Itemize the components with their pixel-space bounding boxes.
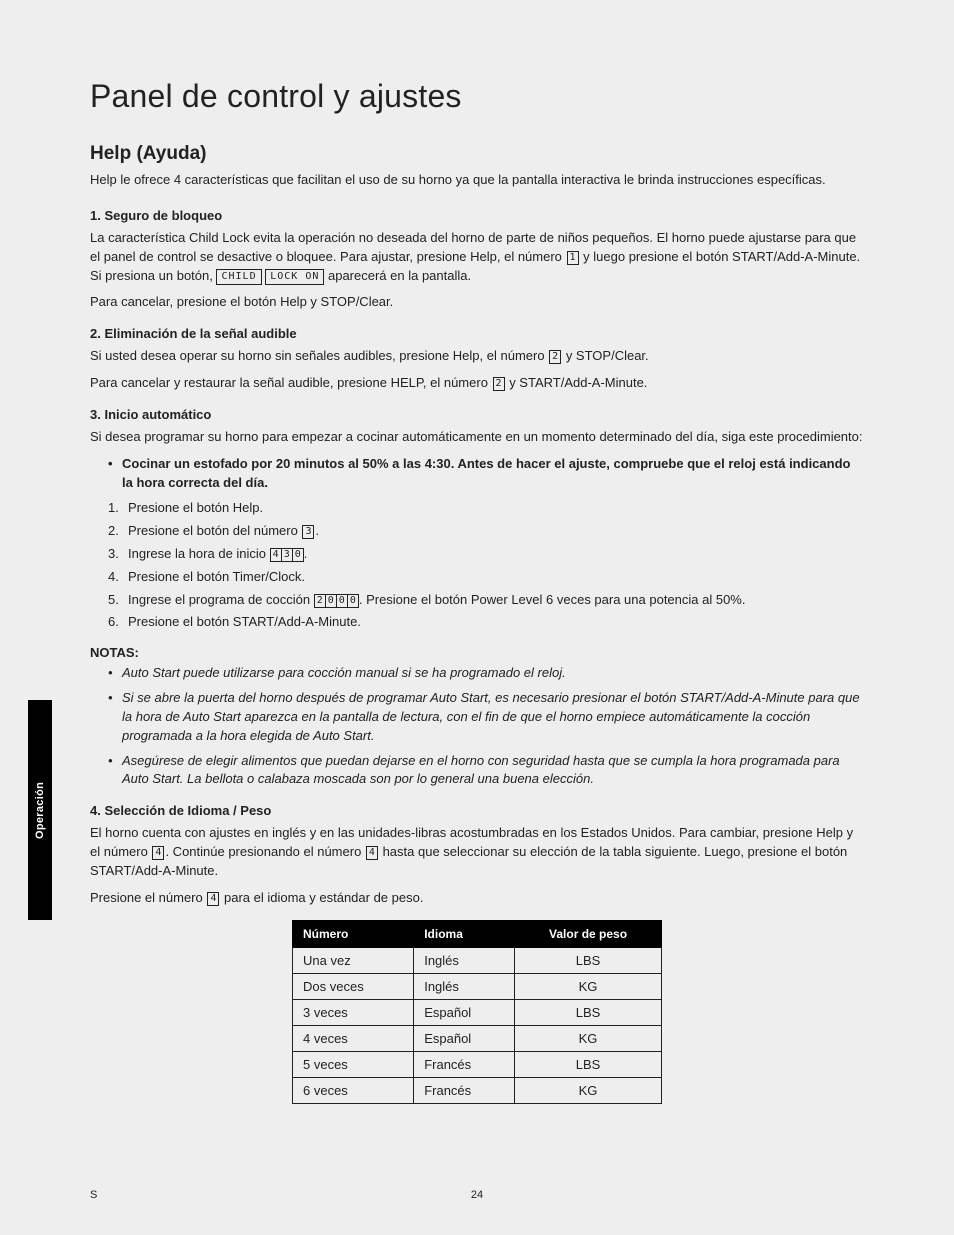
table-cell: Francés <box>414 1077 515 1103</box>
sec3-title: 3. Inicio automático <box>90 407 864 422</box>
note-2: Si se abre la puerta del horno después d… <box>108 689 864 746</box>
table-row: 3 vecesEspañolLBS <box>293 999 662 1025</box>
key-0c: 0 <box>336 594 347 608</box>
table-cell: LBS <box>515 947 662 973</box>
table-cell: Español <box>414 1025 515 1051</box>
step-2-text: Presione el botón del número <box>128 523 301 538</box>
table-cell: LBS <box>515 1051 662 1077</box>
sec4-p1: El horno cuenta con ajustes en inglés y … <box>90 824 864 881</box>
table-cell: 4 veces <box>293 1025 414 1051</box>
th-numero: Número <box>293 920 414 947</box>
key-4: 4 <box>270 548 281 562</box>
key-4d: 4 <box>207 892 219 906</box>
table-cell: Español <box>414 999 515 1025</box>
page-footer: S 24 <box>90 1189 864 1201</box>
sec2-p2a: Para cancelar y restaurar la señal audib… <box>90 375 492 390</box>
th-peso: Valor de peso <box>515 920 662 947</box>
note-1: Auto Start puede utilizarse para cocción… <box>108 664 864 683</box>
table-cell: Inglés <box>414 973 515 999</box>
note-3: Asegúrese de elegir alimentos que puedan… <box>108 752 864 790</box>
sec2-p2b: y START/Add-A-Minute. <box>506 375 648 390</box>
table-row: 4 vecesEspañolKG <box>293 1025 662 1051</box>
table-cell: KG <box>515 973 662 999</box>
table-row: Dos vecesInglésKG <box>293 973 662 999</box>
step-1: 1.Presione el botón Help. <box>108 498 864 519</box>
key-4b: 4 <box>152 846 164 860</box>
lcd-child: CHILD <box>216 269 261 286</box>
key-0: 0 <box>292 548 304 562</box>
sec2-p2: Para cancelar y restaurar la señal audib… <box>90 374 864 393</box>
key-0d: 0 <box>347 594 359 608</box>
sec4-p1b: . Continúe presionando el número <box>165 844 364 859</box>
sec3-example-bullet: Cocinar un estofado por 20 minutos al 50… <box>108 455 864 493</box>
step-1-text: Presione el botón Help. <box>128 500 263 515</box>
table-cell: KG <box>515 1025 662 1051</box>
footer-page-number: 24 <box>471 1189 483 1201</box>
key-2c: 2 <box>314 594 325 608</box>
table-cell: 5 veces <box>293 1051 414 1077</box>
step-3: 3.Ingrese la hora de inicio 430. <box>108 544 864 565</box>
sec4-p2: Presione el número 4 para el idioma y es… <box>90 889 864 908</box>
sec4-p2b: para el idioma y estándar de peso. <box>220 890 423 905</box>
sec4-title: 4. Selección de Idioma / Peso <box>90 803 864 818</box>
step-6: 6.Presione el botón START/Add-A-Minute. <box>108 612 864 633</box>
th-idioma: Idioma <box>414 920 515 947</box>
step-5-end: . Presione el botón Power Level 6 veces … <box>359 592 746 607</box>
document-page: Operación Panel de control y ajustes Hel… <box>0 0 954 1235</box>
key-0b: 0 <box>325 594 336 608</box>
sec1-p1c: aparecerá en la pantalla. <box>324 268 471 283</box>
key-2b: 2 <box>493 377 505 391</box>
step-5: 5.Ingrese el programa de cocción 2000. P… <box>108 590 864 611</box>
language-weight-table: Número Idioma Valor de peso Una vezInglé… <box>292 920 662 1104</box>
step-3-text: Ingrese la hora de inicio <box>128 546 270 561</box>
step-6-text: Presione el botón START/Add-A-Minute. <box>128 614 361 629</box>
sec2-title: 2. Eliminación de la señal audible <box>90 326 864 341</box>
side-tab-operacion: Operación <box>28 700 52 920</box>
sec1-p2: Para cancelar, presione el botón Help y … <box>90 293 864 312</box>
step-3-end: . <box>304 546 308 561</box>
table-cell: Inglés <box>414 947 515 973</box>
lcd-lock-on: LOCK ON <box>265 269 324 286</box>
table-cell: Francés <box>414 1051 515 1077</box>
table-row: 5 vecesFrancésLBS <box>293 1051 662 1077</box>
table-cell: Una vez <box>293 947 414 973</box>
table-cell: Dos veces <box>293 973 414 999</box>
step-2-end: . <box>315 523 319 538</box>
notes-title: NOTAS: <box>90 645 864 660</box>
sec2-p1b: y STOP/Clear. <box>562 348 648 363</box>
table-cell: LBS <box>515 999 662 1025</box>
keyseq-2000: 2000 <box>314 592 359 607</box>
table-cell: KG <box>515 1077 662 1103</box>
key-3: 3 <box>302 525 314 539</box>
section-help-heading: Help (Ayuda) <box>90 143 864 165</box>
step-2: 2.Presione el botón del número 3. <box>108 521 864 542</box>
sec1-title: 1. Seguro de bloqueo <box>90 208 864 223</box>
step-4: 4.Presione el botón Timer/Clock. <box>108 567 864 588</box>
sec1-p1: La característica Child Lock evita la op… <box>90 229 864 286</box>
key-4c: 4 <box>366 846 378 860</box>
footer-left: S <box>90 1189 97 1201</box>
sec2-p1a: Si usted desea operar su horno sin señal… <box>90 348 548 363</box>
sec2-p1: Si usted desea operar su horno sin señal… <box>90 347 864 366</box>
key-3b: 3 <box>281 548 292 562</box>
key-1: 1 <box>567 251 579 265</box>
keyseq-430: 430 <box>270 546 304 561</box>
sec3-intro: Si desea programar su horno para empezar… <box>90 428 864 447</box>
step-4-text: Presione el botón Timer/Clock. <box>128 569 305 584</box>
step-5-text: Ingrese el programa de cocción <box>128 592 314 607</box>
help-intro: Help le ofrece 4 características que fac… <box>90 171 864 190</box>
page-title: Panel de control y ajustes <box>90 78 864 115</box>
sec4-p2a: Presione el número <box>90 890 206 905</box>
table-row: Una vezInglésLBS <box>293 947 662 973</box>
table-cell: 3 veces <box>293 999 414 1025</box>
key-2: 2 <box>549 350 561 364</box>
table-cell: 6 veces <box>293 1077 414 1103</box>
table-row: 6 vecesFrancésKG <box>293 1077 662 1103</box>
